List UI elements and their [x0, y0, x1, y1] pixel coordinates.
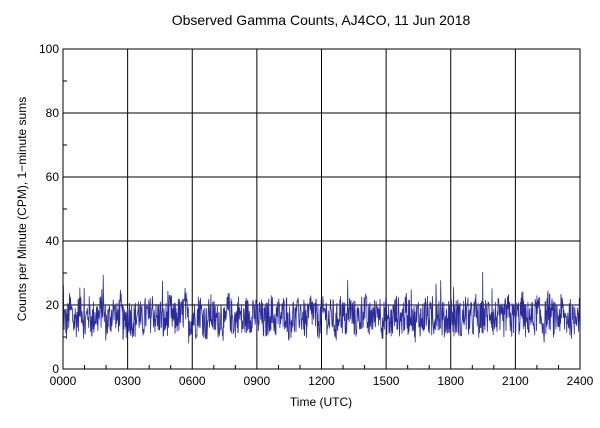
chart-title: Observed Gamma Counts, AJ4CO, 11 Jun 201… [172, 12, 471, 28]
y-tick-label: 100 [39, 42, 59, 56]
x-axis-label: Time (UTC) [290, 395, 352, 409]
y-tick-label: 0 [52, 362, 59, 376]
x-tick-label: 0000 [50, 374, 77, 388]
y-tick-label: 60 [46, 170, 60, 184]
series-line [62, 272, 581, 344]
y-tick-label: 80 [46, 106, 60, 120]
x-tick-labels: 0000 0300 0600 0900 1200 1500 1800 2100 2400 [50, 374, 594, 388]
plot-frame [62, 48, 581, 370]
x-tick-label: 0900 [244, 374, 271, 388]
x-tick-label: 2400 [567, 374, 594, 388]
x-tick-label: 0600 [179, 374, 206, 388]
x-tick-label: 1200 [308, 374, 335, 388]
series-group [62, 272, 581, 344]
y-axis-label: Counts per Minute (CPM), 1−minute sums [15, 97, 29, 321]
x-tick-label: 2100 [502, 374, 529, 388]
x-tick-label: 1500 [373, 374, 400, 388]
y-tick-labels: 0 20 40 60 80 100 [39, 42, 59, 376]
y-tick-label: 20 [46, 298, 60, 312]
y-tick-label: 40 [46, 234, 60, 248]
x-tick-label: 1800 [437, 374, 464, 388]
x-tick-label: 0300 [114, 374, 141, 388]
